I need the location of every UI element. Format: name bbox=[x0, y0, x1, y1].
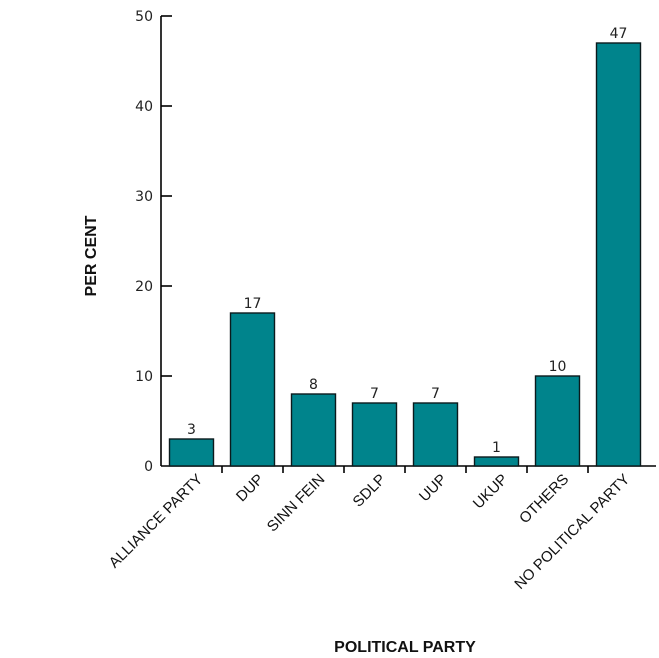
x-axis-title: POLITICAL PARTY bbox=[334, 639, 476, 656]
category-label: OTHERS bbox=[516, 471, 572, 527]
data-label: 10 bbox=[549, 359, 567, 375]
data-labels: 3 17 8 7 7 1 10 47 bbox=[187, 26, 627, 456]
category-label: UKUP bbox=[470, 471, 511, 512]
category-label: DUP bbox=[233, 471, 267, 505]
y-tick-label: 20 bbox=[135, 279, 153, 295]
bar bbox=[351, 402, 398, 467]
bar bbox=[595, 42, 642, 467]
data-label: 7 bbox=[431, 386, 440, 402]
category-label: ALLIANCE PARTY bbox=[106, 471, 207, 572]
category-label: SDLP bbox=[350, 471, 390, 511]
data-label: 3 bbox=[187, 422, 196, 438]
data-label: 7 bbox=[370, 386, 379, 402]
bars bbox=[168, 42, 642, 467]
data-label: 1 bbox=[492, 440, 501, 456]
bar bbox=[168, 438, 215, 467]
y-tick-label: 10 bbox=[135, 369, 153, 385]
x-axis bbox=[161, 465, 656, 473]
data-label: 8 bbox=[309, 377, 318, 393]
y-tick-label: 30 bbox=[135, 189, 153, 205]
y-tick-label: 40 bbox=[135, 99, 153, 115]
bar bbox=[473, 456, 520, 467]
category-label: SINN FEIN bbox=[264, 471, 328, 535]
y-tick-label: 0 bbox=[144, 459, 153, 475]
bar bbox=[534, 375, 581, 467]
category-label: NO POLITICAL PARTY bbox=[511, 471, 633, 593]
bar bbox=[412, 402, 459, 467]
data-label: 47 bbox=[610, 26, 628, 42]
bar bbox=[290, 393, 337, 467]
y-tick-label: 50 bbox=[135, 9, 153, 25]
bar bbox=[229, 312, 276, 467]
y-axis: 0 10 20 30 40 50 bbox=[135, 9, 172, 475]
data-label: 17 bbox=[244, 296, 262, 312]
y-axis-title: PER CENT bbox=[83, 215, 100, 296]
category-label: UUP bbox=[416, 471, 450, 505]
